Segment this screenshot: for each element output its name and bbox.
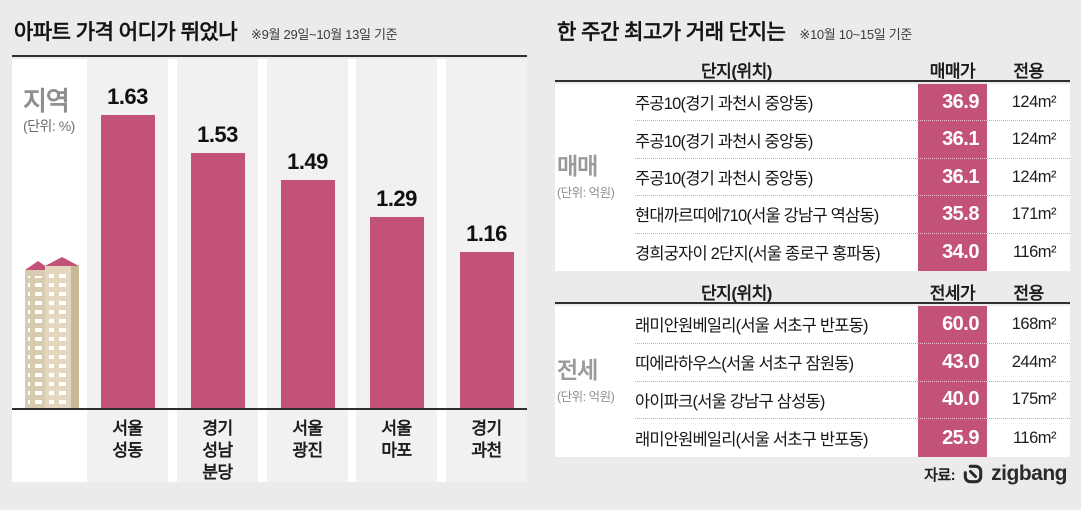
category-label: 서울 마포: [381, 419, 412, 460]
zigbang-logo-icon: [963, 464, 983, 484]
left-panel-top-divider: [12, 55, 527, 57]
price-cell: 43.0: [918, 343, 987, 382]
area-cell: 124m²: [987, 84, 1070, 122]
chart-baseline: [12, 408, 527, 410]
section-name: 전세: [557, 357, 598, 384]
table-column-header: 전용: [1013, 62, 1044, 81]
complex-name-cell: 주공10(경기 과천시 중앙동): [635, 159, 918, 197]
price-cell: 35.8: [918, 196, 987, 234]
table-section-label: 전세 (단위: 억원): [555, 306, 635, 457]
section-unit: (단위: 억원): [557, 185, 615, 200]
bar-서울 마포: [369, 217, 424, 408]
price-cell: 36.9: [918, 84, 987, 122]
area-cell: 116m²: [1012, 242, 1057, 261]
price-cell: 60.0: [918, 306, 987, 344]
table-row: 현대까르띠에710(서울 강남구 역삼동) 35.8 171m²: [635, 196, 1070, 234]
region-price-bar-chart: 지역 (단위: %) 1.63 서울 성동 1.53 경기 성남 분당 1.49 서울 광…: [12, 59, 527, 482]
table-row: 주공10(경기 과천시 중앙동) 36.1 124m²: [635, 121, 1070, 159]
table-header-row: 단지(위치) 전세가 전용: [555, 279, 1070, 303]
apartment-building-illustration: [25, 257, 79, 408]
deals-table-매매: 매매 (단위: 억원) 주공10(경기 과천시 중앙동) 36.9 124m² 주공10(…: [555, 84, 1070, 272]
chart-axis-label: 지역: [23, 86, 70, 116]
area-cell: 244m²: [987, 344, 1070, 382]
table-column-header: 단지(위치): [701, 284, 772, 303]
complex-name-cell: 래미안원베일리(서울 서초구 반포동): [635, 306, 918, 344]
table-header-divider: [555, 302, 1070, 304]
table-header-row: 단지(위치) 매매가 전용: [555, 57, 1070, 81]
area-cell: 124m²: [987, 159, 1070, 197]
complex-name-cell: 띠에라하우스(서울 서초구 잠원동): [635, 344, 918, 382]
top-deals-table-panel: 자료: zigbang 단지(위치) 매매가 전용 매매 (단위: 억원) 주공10(경기…: [555, 0, 1070, 510]
table-row: 래미안원베일리(서울 서초구 반포동) 25.9 116m²: [635, 419, 1070, 457]
bar-서울 광진: [280, 180, 335, 408]
complex-name-cell: 주공10(경기 과천시 중앙동): [635, 121, 918, 159]
section-unit: (단위: 억원): [557, 389, 615, 404]
price-cell: 36.1: [918, 121, 987, 159]
category-label: 경기 성남 분당: [202, 419, 233, 482]
complex-name-cell: 경희궁자이 2단지(서울 종로구 홍파동): [635, 245, 881, 264]
source-label: 자료:: [924, 466, 956, 484]
bar-서울 성동: [100, 115, 155, 408]
table-row: 경희궁자이 2단지(서울 종로구 홍파동) 34.0 116m²: [635, 233, 1070, 272]
right-panel-date-note: ※10월 10~15일 기준: [799, 27, 913, 42]
table-column-header: 전용: [1013, 284, 1044, 303]
bar-value-label: 1.63: [107, 84, 148, 109]
complex-name-cell: 래미안원베일리(서울 서초구 반포동): [635, 431, 868, 450]
table-row: 주공10(경기 과천시 중앙동) 36.1 124m²: [635, 158, 1070, 197]
price-cell: 34.0: [918, 233, 987, 272]
left-panel-title-row: 아파트 가격 어디가 뛰었나 ※9월 29일~10월 13일 기준: [14, 16, 398, 46]
table-column-header: 단지(위치): [701, 62, 772, 81]
right-panel-title-row: 한 주간 최고가 거래 단지는 ※10월 10~15일 기준: [557, 16, 912, 46]
table-column-header: 매매가: [929, 62, 976, 81]
table-row: 래미안원베일리(서울 서초구 반포동) 60.0 168m²: [635, 306, 1070, 344]
price-cell: 25.9: [918, 419, 987, 457]
chart-unit-label: (단위: %): [23, 118, 75, 134]
area-cell: 124m²: [987, 121, 1070, 159]
bar-value-label: 1.53: [197, 122, 238, 147]
category-label: 서울 성동: [112, 419, 143, 460]
source-brand-name: zigbang: [991, 462, 1067, 485]
deals-table-전세: 전세 (단위: 억원) 래미안원베일리(서울 서초구 반포동) 60.0 168m² 띠에…: [555, 306, 1070, 457]
left-panel-date-note: ※9월 29일~10월 13일 기준: [251, 27, 398, 42]
area-cell: 116m²: [1012, 428, 1057, 447]
source-row: 자료: zigbang: [924, 462, 1067, 486]
price-cell: 36.1: [918, 158, 987, 197]
area-cell: 168m²: [987, 306, 1070, 344]
table-column-header: 전세가: [929, 284, 976, 303]
bar-경기 성남 분당: [190, 153, 245, 408]
complex-name-cell: 아이파크(서울 강남구 삼성동): [635, 382, 918, 420]
complex-name-cell: 현대까르띠에710(서울 강남구 역삼동): [635, 196, 918, 234]
bar-value-label: 1.49: [287, 149, 328, 174]
table-row: 주공10(경기 과천시 중앙동) 36.9 124m²: [635, 84, 1070, 122]
table-section-label: 매매 (단위: 억원): [555, 84, 635, 271]
category-label: 서울 광진: [292, 419, 323, 460]
area-cell: 175m²: [987, 382, 1070, 420]
category-label: 경기 과천: [471, 419, 502, 460]
table-row: 띠에라하우스(서울 서초구 잠원동) 43.0 244m²: [635, 343, 1070, 382]
price-cell: 40.0: [918, 381, 987, 420]
area-cell: 171m²: [987, 196, 1070, 234]
bar-value-label: 1.16: [466, 221, 507, 246]
right-panel-title: 한 주간 최고가 거래 단지는: [557, 21, 786, 44]
section-name: 매매: [557, 153, 598, 180]
table-header-divider: [555, 80, 1070, 82]
bar-value-label: 1.29: [376, 186, 417, 211]
table-row: 아이파크(서울 강남구 삼성동) 40.0 175m²: [635, 381, 1070, 420]
complex-name-cell: 주공10(경기 과천시 중앙동): [635, 84, 918, 122]
bar-경기 과천: [459, 252, 514, 408]
left-panel-title: 아파트 가격 어디가 뛰었나: [14, 21, 238, 44]
